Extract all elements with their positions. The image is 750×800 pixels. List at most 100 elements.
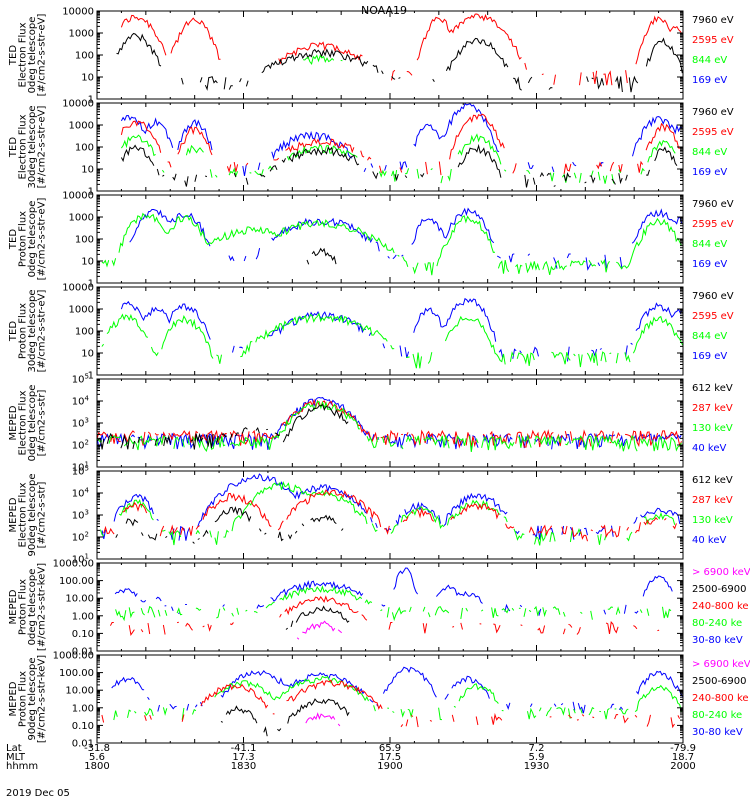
series-blue [120,297,683,362]
series-blue [129,207,683,271]
legend-entry: 240-800 ke [692,693,749,704]
y-axis-label-line: 0deg telescope [27,385,38,462]
y-tick-label: 1000 [69,29,94,40]
legend-entry: 40 keV [692,535,726,546]
y-tick-label: 103 [72,509,89,522]
y-axis-label-line: Electron Flux [18,482,29,547]
y-tick-label: 100.00 [59,668,94,679]
y-tick-label: 10000 [62,191,94,202]
x-row-label: hhmm [6,761,38,772]
plot-frame [96,470,684,560]
y-axis-label-line: [#/cm2-s-str-keV] [37,563,48,651]
y-tick-label: 1 [88,95,94,106]
x-tick-label-lat: -79.9 [670,743,696,754]
y-tick-label: 1000.00 [53,651,94,662]
y-tick-label: 10 [81,349,94,360]
y-tick-label: 1000 [69,213,94,224]
y-axis-label-line: 30deg telescope [27,105,38,188]
legend-entry: 7960 eV [692,107,734,118]
y-axis-label-line: TED [8,229,19,250]
legend-entry: 2500-6900 [692,676,747,687]
y-axis-label-line: [#/cm2-s-str] [37,481,48,548]
series-red [120,13,683,86]
y-tick-label: 10 [81,165,94,176]
series-black [306,247,337,265]
legend-entry: 169 eV [692,75,727,86]
y-axis-label-line: [#/cm2-s-str-eV] [37,198,48,281]
panel-7: 0.01 0.10 1.00 10.00 100.00 1000.00 MEPEDProto… [8,559,750,658]
legend-entry: 40 keV [692,443,726,454]
y-axis-label-line: 0deg telescope [27,201,38,278]
y-axis-label-line: TED [8,45,19,66]
y-tick-label: 102 [72,439,89,452]
legend-entry: 2595 eV [692,219,734,230]
legend-entry: 130 keV [692,423,733,434]
series-green [302,54,343,66]
x-tick-label-hhmm: 1900 [377,761,402,772]
y-tick-label: 0.10 [72,721,94,732]
legend-entry: 2595 eV [692,35,734,46]
legend-entry: 844 eV [692,239,727,250]
legend-entry: 7960 eV [692,15,734,26]
series-blue [115,568,677,616]
plot-frame [96,286,684,376]
series-magenta [296,620,343,640]
legend-entry: 287 keV [692,495,733,506]
y-axis-label-line: [#/cm2-s-str-eV] [37,14,48,97]
x-tick-label-mlt: 17.5 [379,752,401,763]
y-axis-label-line: Proton Flux [18,579,29,635]
y-axis-label-line: Electron Flux [18,390,29,455]
series-green [101,312,683,369]
plot-frame [96,194,684,284]
y-tick-label: 0.10 [72,629,94,640]
legend-entry: 844 eV [692,331,727,342]
y-tick-label: 1 [88,187,94,198]
y-axis-label-line: [#/cm2-s-str] [37,389,48,456]
y-tick-label: 1000 [69,121,94,132]
series-green [113,675,682,721]
y-tick-label: 100 [75,51,94,62]
y-axis-label-line: TED [8,137,19,158]
series-magenta [306,714,344,727]
panel-8: 0.01 0.10 1.00 10.00 100.00 1000.00 MEPEDProto… [8,651,750,750]
legend-entry: 2500-6900 [692,584,747,595]
y-tick-label: 1000 [69,305,94,316]
y-tick-label: 100 [75,143,94,154]
x-tick-label-mlt: 17.3 [232,752,254,763]
series-blue [120,103,683,176]
y-tick-label: 0.01 [72,647,94,658]
legend-entry: 169 eV [692,167,727,178]
y-axis-label-line: 90deg telescope [27,657,38,740]
y-tick-label: 1.00 [72,611,94,622]
legend-entry: 130 keV [692,515,733,526]
plot-frame [96,654,684,744]
x-tick-label-hhmm: 1800 [84,761,109,772]
legend-entry: 844 eV [692,55,727,66]
series-red [101,679,681,729]
legend-entry: 2595 eV [692,127,734,138]
y-axis-label-line: 0deg telescope [27,17,38,94]
x-tick-label-hhmm: 2000 [670,761,695,772]
legend-entry: 612 keV [692,475,733,486]
y-tick-label: 10000 [62,7,94,18]
x-tick-label-hhmm: 1930 [524,761,549,772]
y-axis-label-line: MEPED [8,405,19,440]
y-axis-label-line: 0deg telescope [27,569,38,646]
series-red [120,113,681,176]
series-green [121,135,678,184]
y-tick-label: 10 [81,73,94,84]
y-tick-label: 1 [88,371,94,382]
y-tick-label: 104 [72,395,90,408]
legend-entry: 240-800 ke [692,601,749,612]
legend-entry: 844 eV [692,147,727,158]
y-axis-label-line: Proton Flux [18,671,29,727]
y-tick-label: 10.00 [65,686,94,697]
plot-frame [96,378,684,468]
